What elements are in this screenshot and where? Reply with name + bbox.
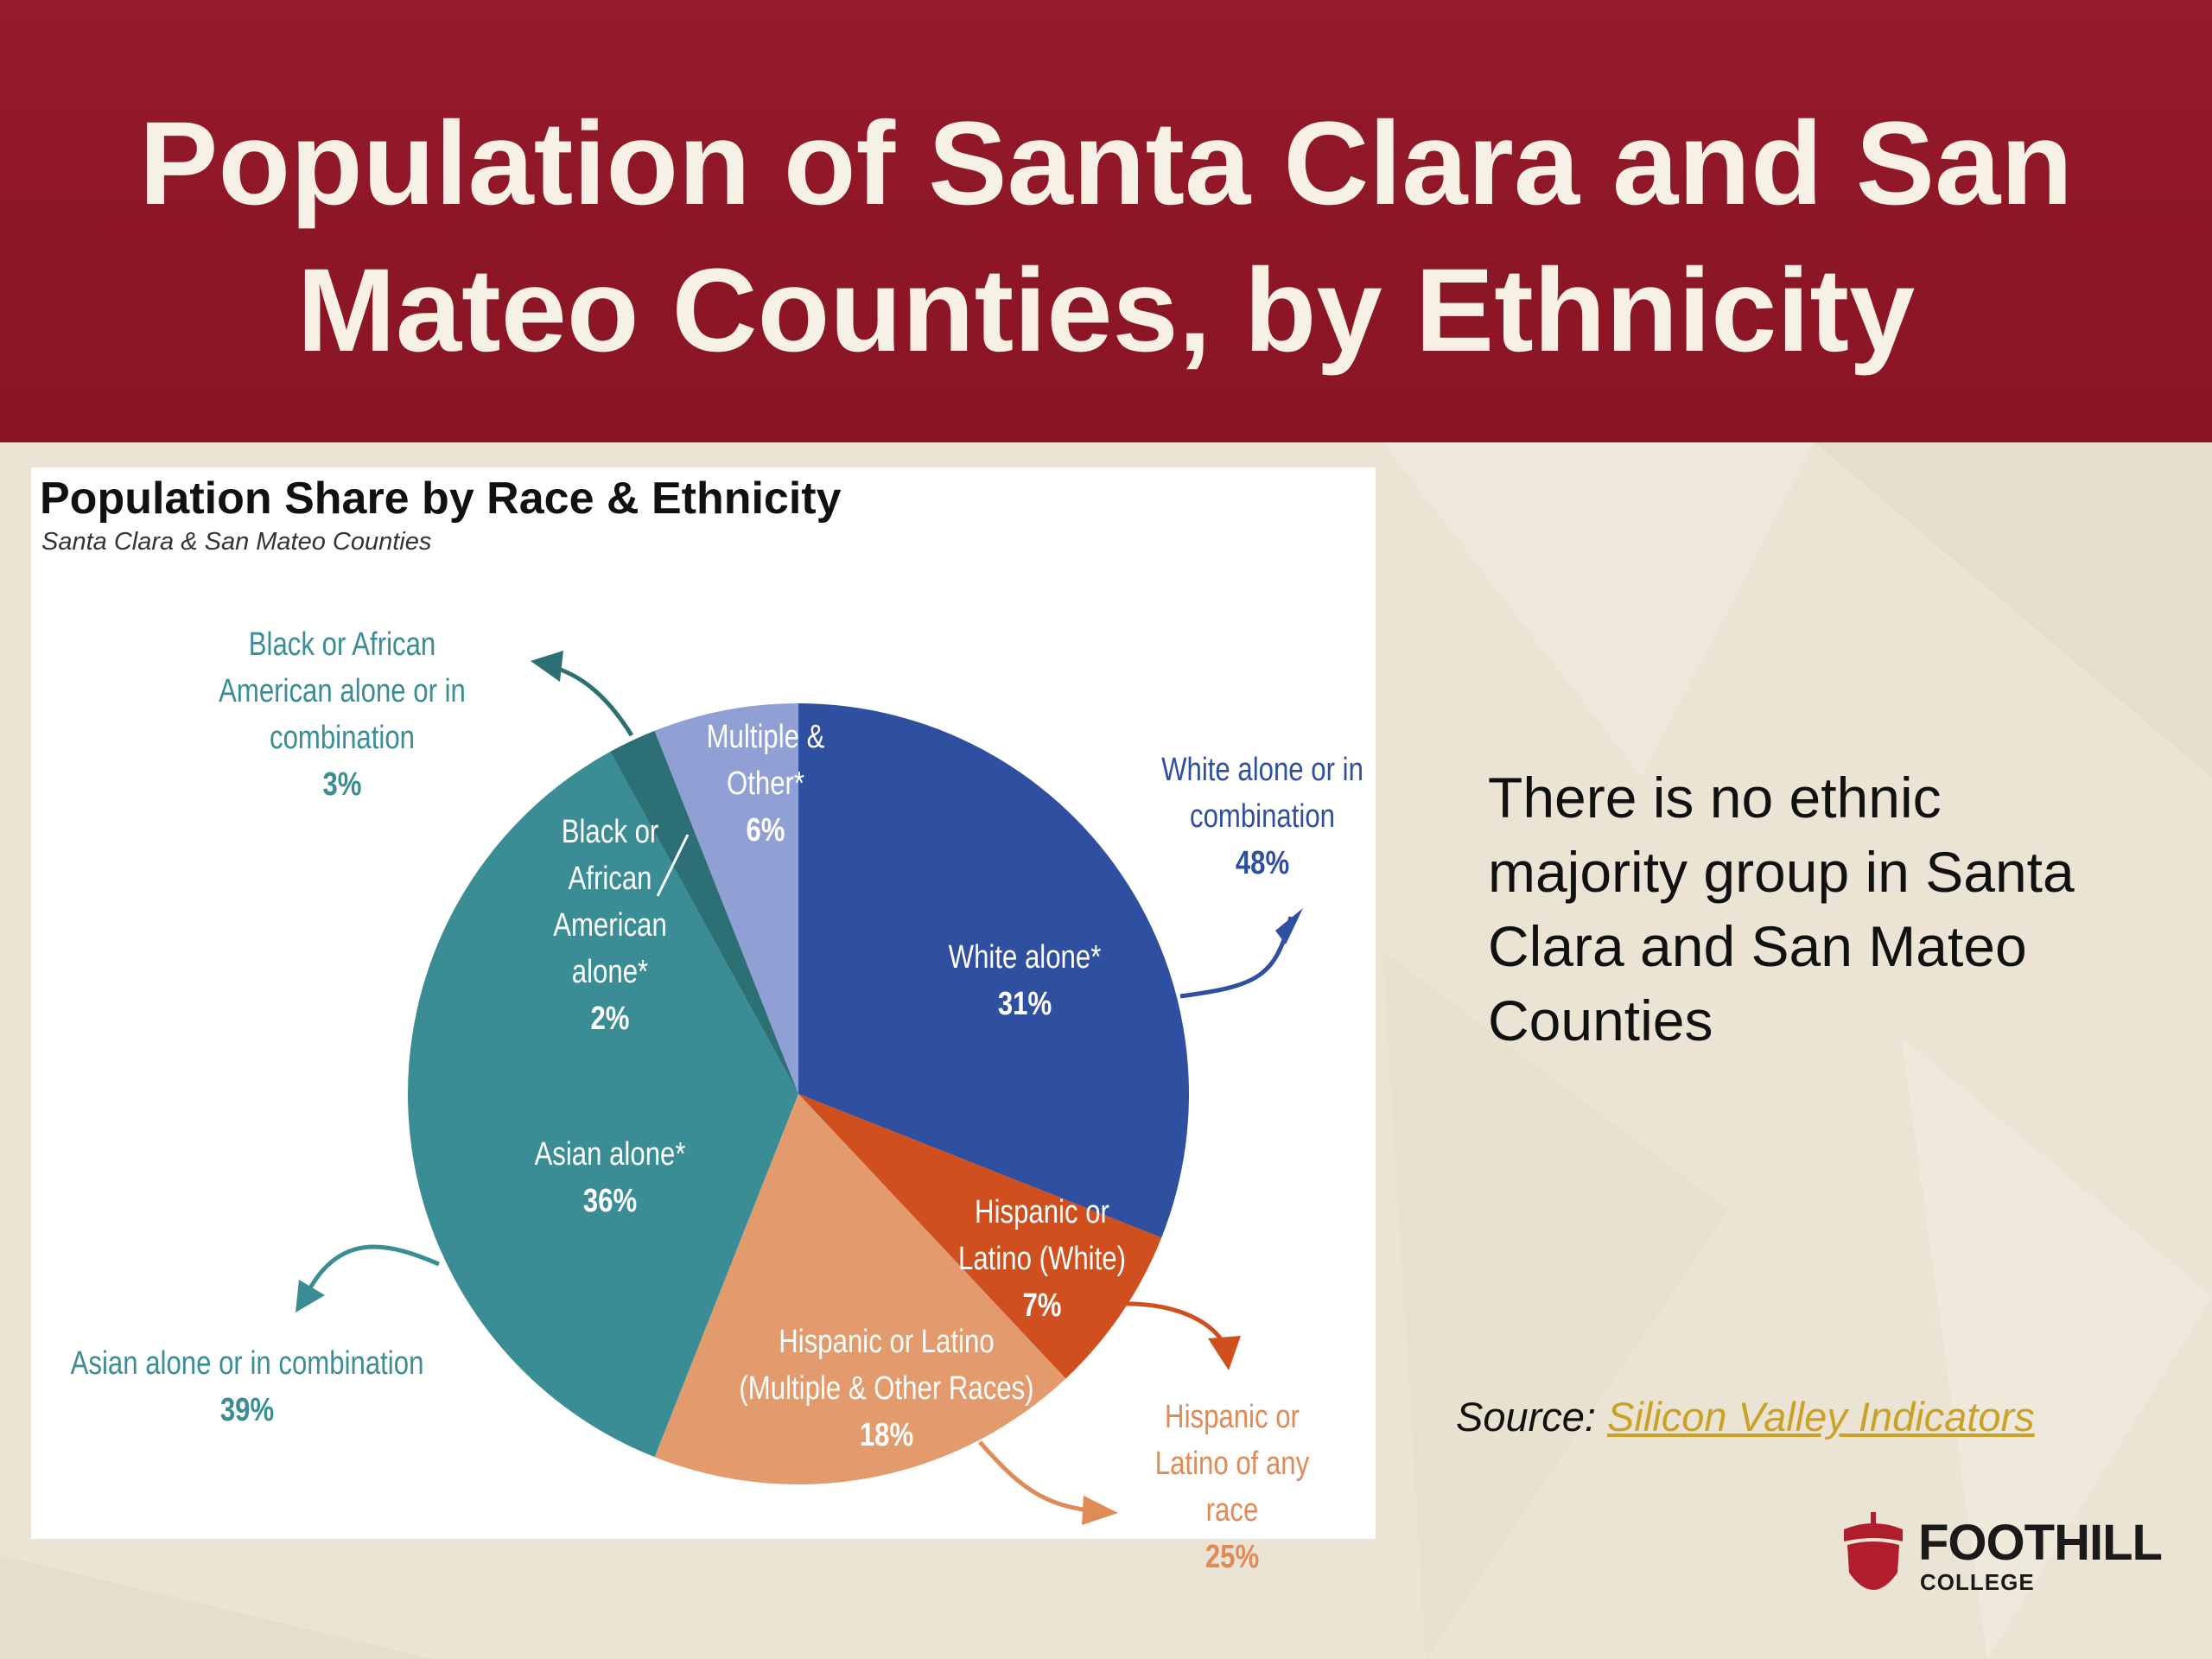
callout-black-combo-text: Black or African American alone or in co… [219,626,466,756]
label-multiple-other-pct: 6% [746,812,785,849]
arrow-hispanic-any [1117,1301,1224,1342]
callout-asian-combo-text: Asian alone or in combination [70,1345,424,1382]
callout-hispanic-any: Hispanic or Latino of any race 25% [1126,1394,1338,1580]
label-hispanic-other-text: Hispanic or Latino (Multiple & Other Rac… [739,1324,1034,1407]
arrow-black-combo [549,664,634,737]
logo-sub: COLLEGE [1920,1569,2035,1595]
pie-chart [296,651,1303,1525]
label-black-alone-pct: 2% [590,1001,630,1037]
label-black-alone: Black or African American alone* 2% [529,809,692,1042]
callout-hispanic-any-text: Hispanic or Latino of any race [1154,1399,1310,1529]
callout-white-combo-pct: 48% [1235,845,1290,881]
callout-white-combo-text: White alone or in combination [1161,752,1363,835]
arrowhead-black-combo [531,651,563,682]
acorn-icon [1844,1512,1903,1590]
pie-slice-multiple [654,703,798,1094]
arrow-asian-combo [305,1244,440,1294]
label-multiple-other-text: Multiple & Other* [706,719,825,802]
pie-slice-hispanic_other [654,1094,1066,1484]
callout-black-combo: Black or African American alone or in co… [194,621,491,808]
label-asian-alone-text: Asian alone* [534,1136,686,1173]
title-banner: Population of Santa Clara and San Mateo … [0,0,2212,442]
callout-asian-combo: Asian alone or in combination 39% [70,1340,424,1433]
arrow-white-combo [1179,916,1294,999]
source-link[interactable]: Silicon Valley Indicators [1607,1394,2035,1440]
label-white-alone: White alone* 31% [918,934,1131,1027]
chart-title: Population Share by Race & Ethnicity [40,474,842,524]
chart-subtitle: Santa Clara & San Mateo Counties [41,528,432,556]
pie-slice-white [798,703,1189,1238]
label-black-alone-text: Black or African American alone* [553,814,667,990]
label-multiple-other: Multiple & Other* 6% [695,714,836,854]
leader-black [656,834,690,897]
label-asian-alone: Asian alone* 36% [511,1131,709,1224]
pie-slice-asian [408,751,798,1458]
arrowhead-white-combo [1275,908,1303,944]
body-text: There is no ethnic majority group in San… [1488,766,2075,1052]
callout-white-combo: White alone or in combination 48% [1160,747,1365,887]
source-line: Source: Silicon Valley Indicators [1456,1393,2035,1440]
label-hispanic-other: Hispanic or Latino (Multiple & Other Rac… [731,1319,1043,1459]
arrowhead-hispanic-any-bottom [1082,1496,1118,1525]
label-hispanic-white-text: Hispanic or Latino (White) [958,1194,1126,1277]
pie-slice-hispanic_white [798,1094,1162,1379]
label-asian-alone-pct: 36% [582,1183,638,1219]
logo-name: FOOTHILL [1918,1515,2163,1571]
label-white-alone-text: White alone* [948,939,1102,976]
label-hispanic-white: Hispanic or Latino (White) 7% [950,1189,1134,1329]
chart-panel: Population Share by Race & Ethnicity San… [31,467,1376,1575]
label-hispanic-white-pct: 7% [1022,1287,1062,1324]
callout-asian-combo-pct: 39% [219,1392,275,1428]
arrowhead-hispanic-any [1208,1336,1241,1370]
slide-title: Population of Santa Clara and San Mateo … [139,98,2073,377]
label-hispanic-other-pct: 18% [859,1417,914,1453]
foothill-logo: FOOTHILL COLLEGE [1839,1512,2184,1607]
label-white-alone-pct: 31% [997,986,1052,1022]
callout-black-combo-pct: 3% [322,766,362,803]
source-label: Source: [1456,1394,1596,1440]
callout-hispanic-any-pct: 25% [1205,1539,1260,1575]
arrow-hispanic-any-bottom [978,1440,1103,1514]
pie-slice-black [610,730,798,1094]
arrowhead-asian-combo [296,1280,325,1313]
